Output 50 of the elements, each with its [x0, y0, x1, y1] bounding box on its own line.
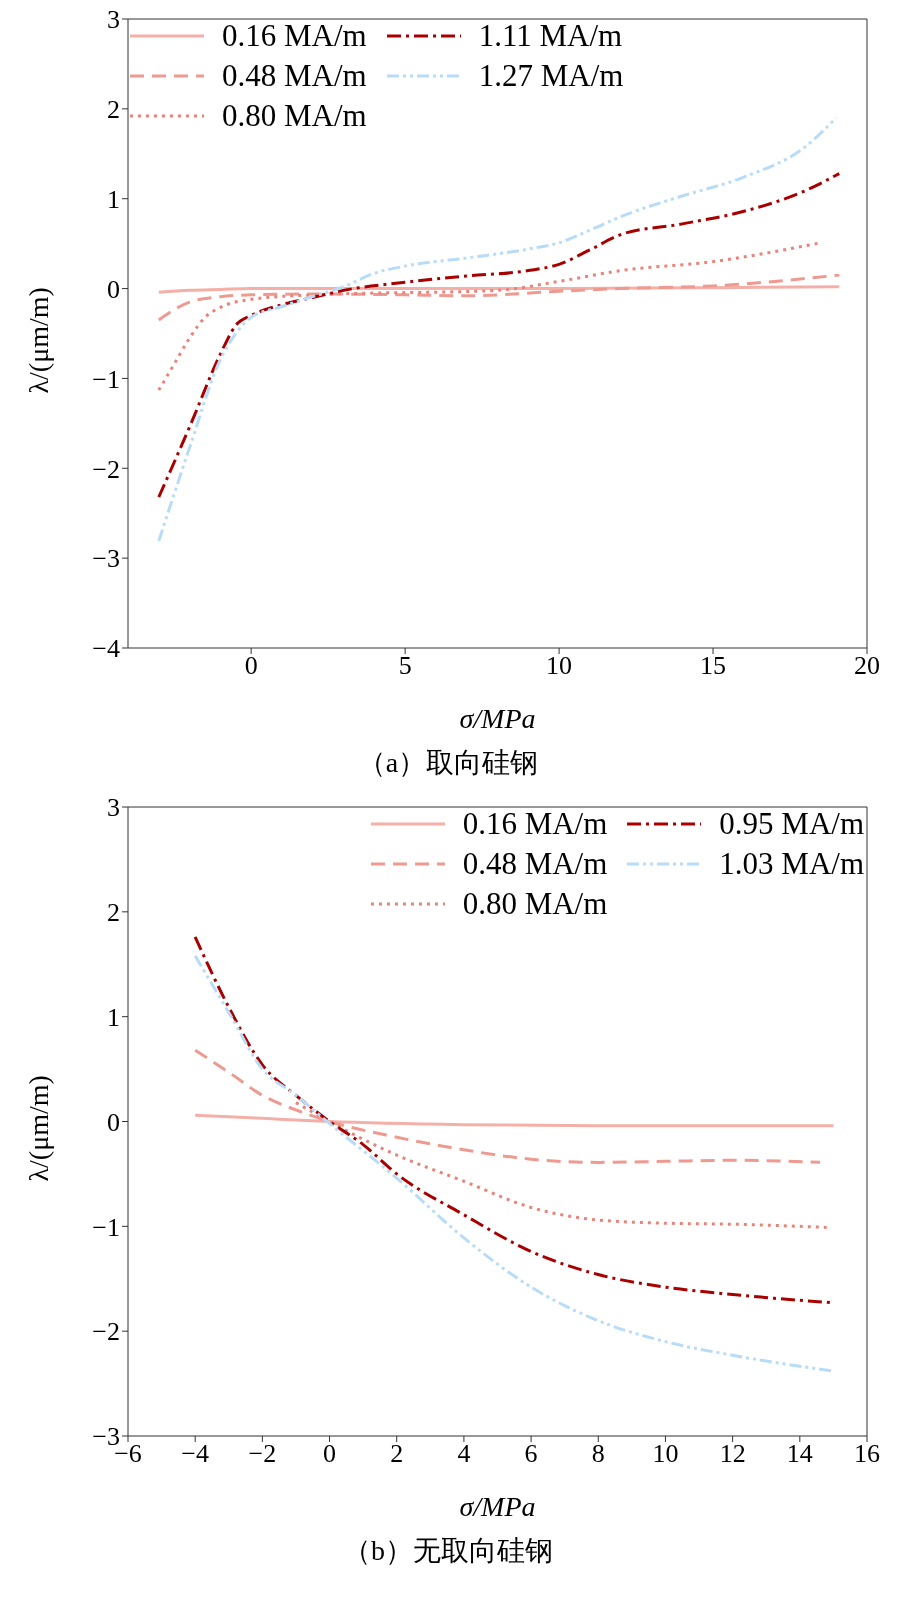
- y-tick-label: 2: [107, 95, 120, 125]
- x-tick-label: 10: [546, 651, 573, 681]
- line-series: [157, 172, 841, 499]
- y-tick-label: −2: [92, 454, 120, 484]
- x-tick-label: 10: [652, 1439, 679, 1469]
- x-axis-title: σ/MPa: [459, 1491, 536, 1522]
- y-tick-label: 1: [107, 1002, 120, 1032]
- legend-label: 0.95 MA/m: [719, 806, 864, 842]
- x-tick-label: 0: [323, 1439, 337, 1469]
- x-tick-label: 20: [854, 651, 880, 681]
- x-tick-label: −4: [181, 1439, 210, 1469]
- legend-label: 0.80 MA/m: [222, 98, 367, 134]
- x-tick-label: 4: [457, 1439, 471, 1469]
- y-tick-label: 2: [107, 898, 120, 928]
- x-tick-label: 16: [854, 1439, 880, 1469]
- line-series: [193, 1113, 835, 1128]
- y-axis-title: λ/(μm/m): [22, 1075, 54, 1182]
- line-series: [294, 1101, 829, 1229]
- legend-label: 0.48 MA/m: [462, 846, 608, 882]
- y-tick-label: −1: [92, 364, 120, 394]
- x-tick-label: 6: [524, 1439, 538, 1469]
- legend-label: 0.16 MA/m: [462, 806, 608, 842]
- x-tick-label: 8: [591, 1439, 605, 1469]
- x-tick-label: 2: [390, 1439, 404, 1469]
- legend-label: 0.16 MA/m: [222, 18, 367, 54]
- x-tick-label: −2: [248, 1439, 277, 1469]
- x-tick-label: 15: [700, 651, 727, 681]
- y-tick-label: 0: [107, 1107, 120, 1137]
- legend-label: 0.48 MA/m: [222, 58, 367, 94]
- text: （b）无取向硅钢: [342, 1534, 554, 1568]
- legend-label: 1.11 MA/m: [478, 18, 623, 54]
- legend-label: 1.27 MA/m: [478, 58, 624, 94]
- line-series: [157, 273, 841, 322]
- legend-label: 1.03 MA/m: [719, 846, 864, 882]
- y-tick-label: −1: [92, 1212, 120, 1242]
- x-axis-title: σ/MPa: [459, 703, 536, 734]
- text: （a）取向硅钢: [356, 746, 540, 780]
- y-tick-label: 0: [107, 274, 120, 304]
- y-tick-label: 1: [107, 184, 120, 214]
- y-tick-label: −3: [92, 544, 120, 574]
- x-tick-label: 0: [244, 651, 258, 681]
- x-tick-label: 12: [719, 1439, 746, 1469]
- x-tick-label: 5: [398, 651, 412, 681]
- y-axis-title: λ/(μm/m): [22, 287, 54, 394]
- y-tick-label: 3: [107, 5, 120, 35]
- legend-label: 0.80 MA/m: [462, 886, 608, 922]
- line-series: [193, 1048, 822, 1164]
- y-tick-label: 3: [107, 793, 120, 823]
- y-tick-label: −2: [92, 1317, 120, 1347]
- x-tick-label: 14: [786, 1439, 813, 1469]
